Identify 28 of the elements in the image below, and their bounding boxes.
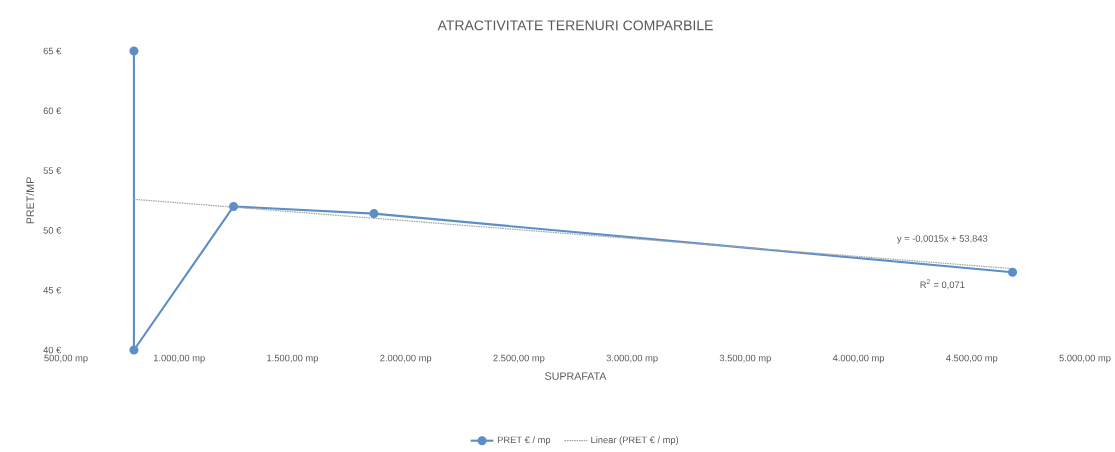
point xyxy=(1007,267,1018,277)
x-tick-label: 5.000,00 mp xyxy=(1059,354,1111,364)
x-tick-label: 4.500,00 mp xyxy=(946,354,998,364)
y-tick-label: 60 € xyxy=(43,107,62,115)
point xyxy=(129,46,139,56)
legend-label: PRET € / mp xyxy=(497,436,551,446)
y-tick-label: 55 € xyxy=(43,167,62,174)
x-tick-label: 1.500,00 mp xyxy=(267,354,318,364)
point xyxy=(369,209,379,219)
annotation: R$^{2}$ = 0,071 xyxy=(920,279,965,290)
x-tick-label: 3.500,00 mp xyxy=(719,354,771,364)
x-tick-label: 2.000,00 mp xyxy=(380,354,432,364)
annotation: y = -0,0015x + 53,843 xyxy=(896,235,988,244)
x-tick-label: 500,00 mp xyxy=(44,354,88,364)
y-tick-label: 50 € xyxy=(43,227,62,234)
y-tick-label: 40 € xyxy=(43,346,62,354)
y-tick-label: 45 € xyxy=(43,286,62,294)
chart-title: ATRACTIVITATE TERENURI COMPARBILE xyxy=(437,20,713,31)
y-tick-label: 65 € xyxy=(43,47,62,55)
x-axis-title: SUPRAFATA xyxy=(545,372,607,380)
y-axis-title: PRET/MP xyxy=(26,177,34,224)
x-tick-label: 1.000,00 mp xyxy=(154,354,205,364)
point xyxy=(229,201,239,212)
legend-label: Linear (PRET € / mp) xyxy=(591,436,679,446)
x-tick-label: 3.000,00 mp xyxy=(606,354,658,364)
x-tick-label: 2.500,00 mp xyxy=(493,354,545,364)
point xyxy=(129,345,139,355)
x-tick-label: 4.000,00 mp xyxy=(832,354,885,364)
